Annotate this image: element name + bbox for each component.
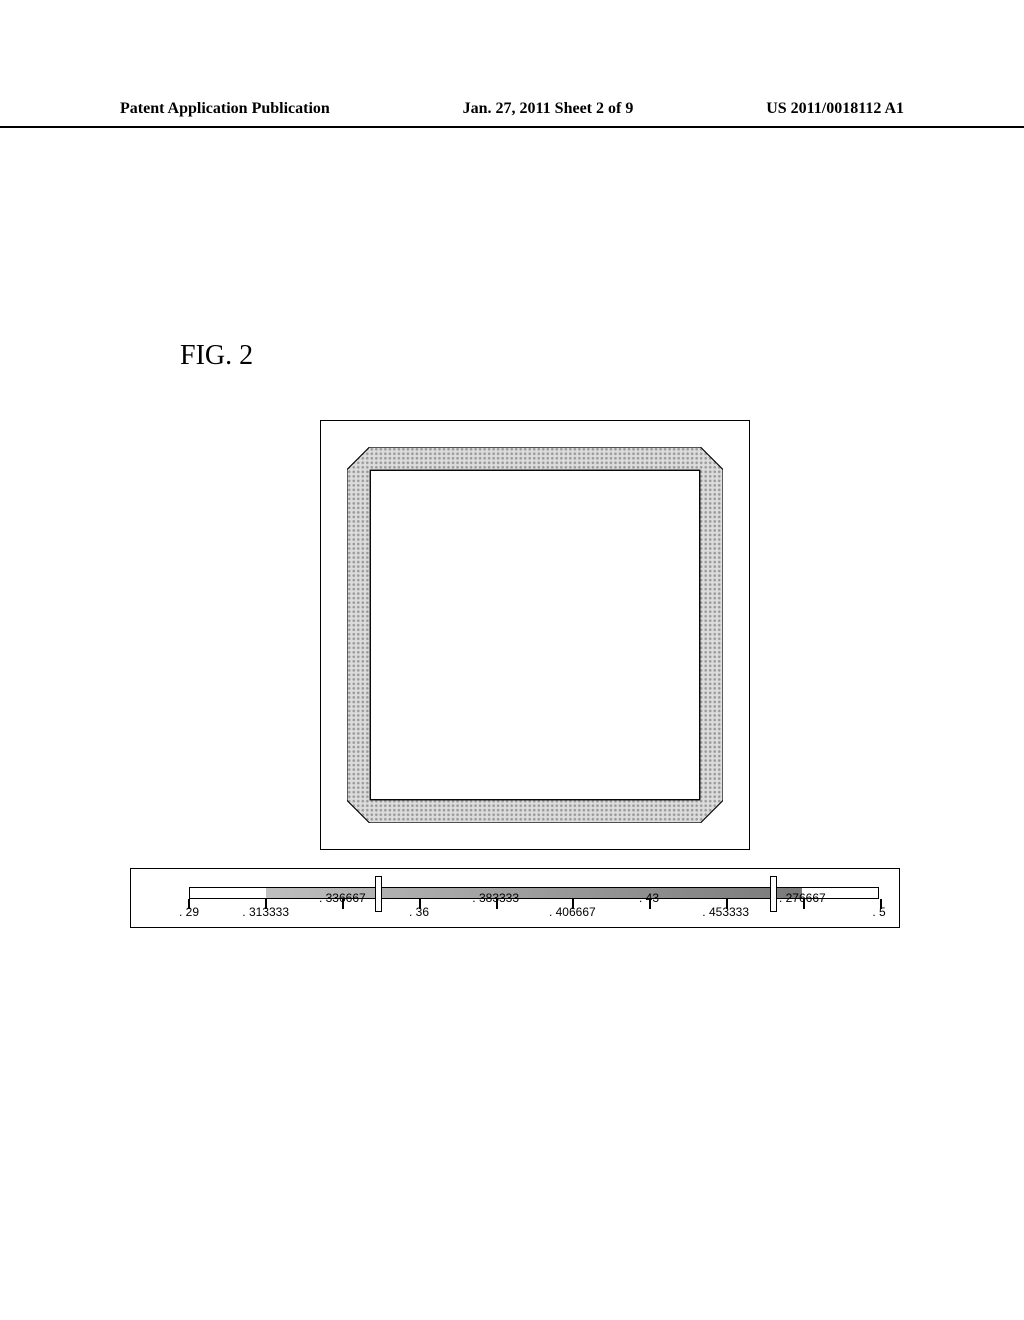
color-scale-labels: . 29. 313333. 336667. 36. 383333. 406667… bbox=[189, 905, 879, 923]
scale-label: . 5 bbox=[872, 905, 885, 919]
scale-label: . 406667 bbox=[549, 905, 596, 919]
color-scale-panel: . 29 . 313333 . 336667 . 36 . 383333 . 406667… bbox=[130, 868, 900, 928]
scale-label: . 276667 bbox=[779, 891, 826, 905]
header-center: Jan. 27, 2011 Sheet 2 of 9 bbox=[463, 100, 634, 118]
scale-label: . 36 bbox=[409, 905, 429, 919]
header-left: Patent Application Publication bbox=[120, 100, 330, 118]
figure-ring bbox=[347, 447, 723, 823]
scale-label: . 383333 bbox=[472, 891, 519, 905]
scale-label: . 29 bbox=[179, 905, 199, 919]
scale-label: . 313333 bbox=[242, 905, 289, 919]
scale-label: . 43 bbox=[639, 891, 659, 905]
color-scale-bar bbox=[189, 887, 879, 899]
header-right: US 2011/0018112 A1 bbox=[766, 100, 904, 118]
figure-frame bbox=[320, 420, 750, 850]
figure-label: FIG. 2 bbox=[180, 340, 253, 372]
scale-label: . 336667 bbox=[319, 891, 366, 905]
page-header: Patent Application Publication Jan. 27, … bbox=[0, 100, 1024, 128]
scale-label: . 453333 bbox=[702, 905, 749, 919]
stress-ring-diagram bbox=[347, 447, 723, 823]
